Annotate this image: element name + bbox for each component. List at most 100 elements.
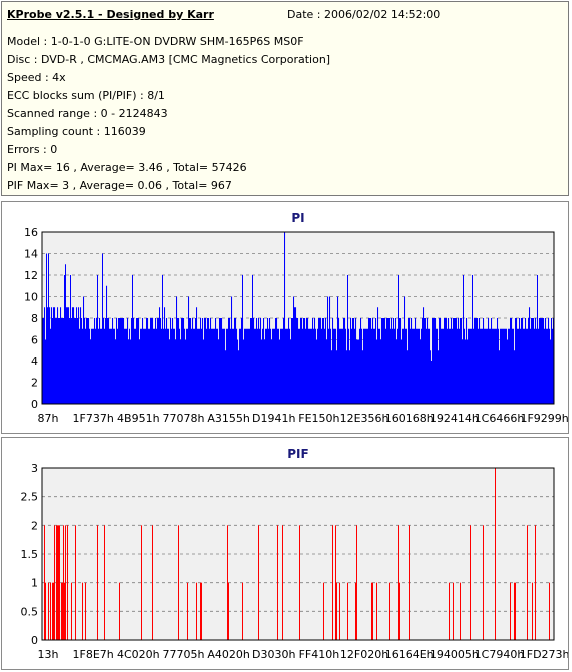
pi-bar: [364, 328, 366, 404]
info-range: Scanned range : 0 - 2124843: [7, 107, 168, 120]
pi-bar: [176, 296, 178, 404]
pi-bar: [224, 328, 226, 404]
pi-bar: [431, 361, 433, 404]
pi-bar: [541, 318, 543, 404]
pif-bar: [53, 582, 54, 640]
pi-bar: [391, 318, 393, 404]
info-pi-stats: PI Max= 16 , Average= 3.46 , Total= 5742…: [7, 161, 247, 174]
pif-bar: [527, 525, 528, 640]
pi-bar: [203, 339, 205, 404]
pi-bar: [483, 318, 485, 404]
pi-bar: [406, 328, 408, 404]
pif-bar: [62, 582, 63, 640]
pi-bar: [130, 339, 132, 404]
info-sampling: Sampling count : 116039: [7, 125, 146, 138]
pi-bar: [235, 318, 237, 404]
pi-bar: [539, 318, 541, 404]
pi-bar: [440, 318, 442, 404]
pi-bar: [426, 328, 428, 404]
pi-bar: [101, 328, 103, 404]
pi-bar: [505, 328, 507, 404]
pif-x-tick-label: 4C020h: [117, 648, 160, 661]
pi-bar: [533, 318, 535, 404]
pi-bar: [154, 328, 156, 404]
pi-bar: [403, 328, 405, 404]
info-pif-stats: PIF Max= 3 , Average= 0.06 , Total= 967: [7, 179, 232, 192]
pi-bar: [132, 275, 133, 404]
pi-bar: [84, 318, 86, 404]
pi-bar: [98, 328, 100, 404]
pi-bar: [303, 318, 305, 404]
pif-chart: PIF 0 0.5 1 1.5 2 2.5 3 13h 1F8E7h 4C020h 77705h A40…: [21, 447, 569, 661]
pi-bar: [535, 318, 537, 404]
pi-bar: [82, 328, 84, 404]
pi-bar: [268, 328, 270, 404]
pif-bar: [372, 582, 373, 640]
pi-bar: [66, 307, 68, 404]
pi-bar: [543, 318, 545, 404]
pi-bar: [195, 318, 197, 404]
pi-bar: [258, 318, 260, 404]
pi-y-tick-label: 10: [24, 291, 38, 304]
pi-bar: [183, 318, 185, 404]
pif-bar: [65, 525, 66, 640]
pi-bar: [301, 318, 303, 404]
pif-bar: [178, 525, 179, 640]
pi-x-tick-label: 4B951h: [117, 412, 160, 425]
pi-bar: [86, 318, 88, 404]
pi-bar: [365, 328, 367, 404]
pi-bar: [366, 328, 368, 404]
pi-bar: [157, 318, 159, 404]
pi-bar: [125, 328, 127, 404]
pi-bar: [453, 318, 455, 404]
pi-bar: [468, 328, 470, 404]
pif-bar: [389, 582, 390, 640]
pi-bar: [133, 318, 135, 404]
pi-bar: [51, 307, 53, 404]
pi-bar: [530, 328, 532, 404]
pi-bar: [290, 339, 292, 404]
info-speed: Speed : 4x: [7, 71, 66, 84]
pi-y-tick-label: 0: [31, 398, 38, 411]
pi-bar: [227, 328, 229, 404]
pi-bar: [338, 318, 340, 404]
pi-bar: [332, 318, 334, 404]
pi-bar: [345, 328, 347, 404]
scan-date: Date : 2006/02/02 14:52:00: [287, 8, 441, 21]
pi-bar: [43, 318, 45, 404]
pi-bar: [334, 328, 336, 404]
pi-bar: [222, 328, 224, 404]
pi-bar: [433, 318, 435, 404]
pi-bar: [438, 350, 440, 404]
pi-bar: [443, 328, 445, 404]
pi-bar: [387, 318, 389, 404]
pi-bar: [351, 328, 353, 404]
pi-bar: [88, 318, 90, 404]
pi-bar: [63, 318, 65, 404]
pi-bar: [488, 318, 490, 404]
pi-bar: [514, 350, 516, 404]
pi-bar: [515, 318, 517, 404]
pif-y-tick-label: 1: [31, 577, 38, 590]
pif-x-tick-label: FF410h: [299, 648, 340, 661]
pi-bar: [167, 328, 169, 404]
pi-bar: [254, 328, 256, 404]
pi-bar: [251, 318, 253, 404]
pif-bar: [495, 468, 496, 640]
pi-bar: [423, 307, 425, 404]
pi-bar: [152, 318, 154, 404]
pi-bar: [93, 328, 95, 404]
pi-bar: [527, 328, 529, 404]
pi-bar: [249, 328, 251, 404]
pi-bar: [356, 339, 358, 404]
pif-x-tick-label: 194005h: [430, 648, 479, 661]
pi-bar: [373, 328, 375, 404]
pif-bar: [356, 525, 357, 640]
pif-bar: [339, 582, 340, 640]
pi-bar: [481, 328, 483, 404]
pi-bar: [146, 318, 148, 404]
pi-bar: [469, 328, 471, 404]
pif-x-tick-label: 1F8E7h: [73, 648, 114, 661]
pi-bar: [382, 318, 384, 404]
pi-bar: [439, 318, 441, 404]
